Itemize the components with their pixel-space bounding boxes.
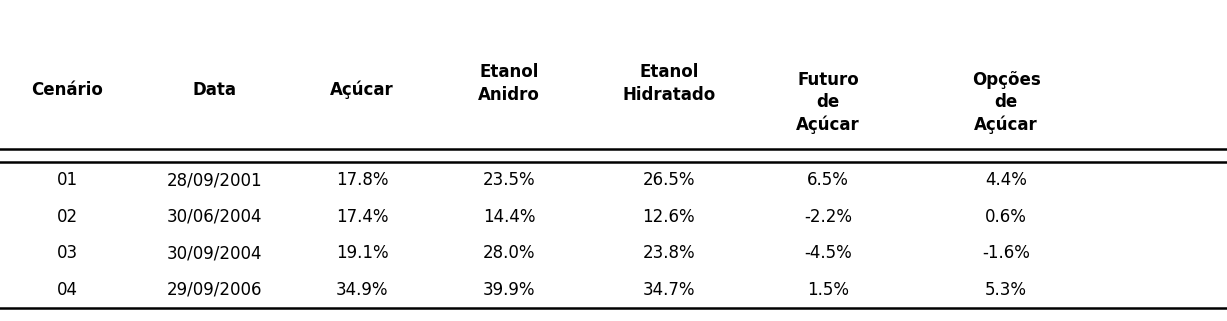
Text: 26.5%: 26.5%	[643, 171, 694, 189]
Text: Data: Data	[193, 81, 237, 99]
Text: Etanol
Hidratado: Etanol Hidratado	[622, 63, 715, 104]
Text: Futuro
de
Açúcar: Futuro de Açúcar	[796, 71, 860, 134]
Text: 04: 04	[56, 281, 79, 299]
Text: 30/06/2004: 30/06/2004	[167, 208, 263, 226]
Text: 30/09/2004: 30/09/2004	[167, 244, 263, 262]
Text: 23.8%: 23.8%	[643, 244, 694, 262]
Text: Cenário: Cenário	[32, 81, 103, 99]
Text: 23.5%: 23.5%	[483, 171, 535, 189]
Text: -4.5%: -4.5%	[805, 244, 852, 262]
Text: 14.4%: 14.4%	[483, 208, 535, 226]
Text: 29/09/2006: 29/09/2006	[167, 281, 263, 299]
Text: 17.4%: 17.4%	[336, 208, 388, 226]
Text: 1.5%: 1.5%	[807, 281, 849, 299]
Text: 28/09/2001: 28/09/2001	[167, 171, 263, 189]
Text: Etanol
Anidro: Etanol Anidro	[479, 63, 540, 104]
Text: Opções
de
Açúcar: Opções de Açúcar	[972, 71, 1040, 134]
Text: 6.5%: 6.5%	[807, 171, 849, 189]
Text: 4.4%: 4.4%	[985, 171, 1027, 189]
Text: -2.2%: -2.2%	[804, 208, 853, 226]
Text: 02: 02	[56, 208, 79, 226]
Text: 01: 01	[56, 171, 79, 189]
Text: 19.1%: 19.1%	[336, 244, 388, 262]
Text: Açúcar: Açúcar	[330, 81, 394, 99]
Text: 03: 03	[56, 244, 79, 262]
Text: 5.3%: 5.3%	[985, 281, 1027, 299]
Text: 17.8%: 17.8%	[336, 171, 388, 189]
Text: 0.6%: 0.6%	[985, 208, 1027, 226]
Text: 12.6%: 12.6%	[643, 208, 694, 226]
Text: 39.9%: 39.9%	[483, 281, 535, 299]
Text: 34.7%: 34.7%	[643, 281, 694, 299]
Text: -1.6%: -1.6%	[982, 244, 1031, 262]
Text: 34.9%: 34.9%	[336, 281, 388, 299]
Text: 28.0%: 28.0%	[483, 244, 535, 262]
